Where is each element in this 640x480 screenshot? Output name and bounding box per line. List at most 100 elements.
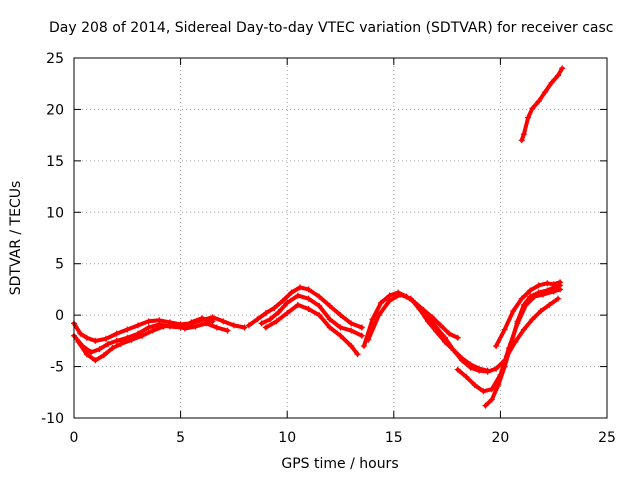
data-point xyxy=(145,324,152,331)
data-point xyxy=(529,316,536,323)
data-point xyxy=(75,338,82,345)
data-point xyxy=(514,318,521,325)
data-point xyxy=(113,337,120,344)
data-point xyxy=(209,318,216,325)
data-point xyxy=(397,291,404,298)
grid-lines xyxy=(74,58,607,418)
data-point xyxy=(493,343,500,349)
data-point xyxy=(254,316,261,323)
data-point xyxy=(503,353,510,360)
data-point xyxy=(488,396,495,403)
data-point xyxy=(128,336,135,343)
axis-ticks: 0 5 10 15 20 25 -10 -5 0 5 10 15 20 25 xyxy=(41,51,616,446)
data-point xyxy=(527,287,534,294)
data-point xyxy=(83,334,90,341)
data-point xyxy=(501,363,508,370)
data-point xyxy=(145,318,152,325)
data-point xyxy=(548,79,555,86)
series-arc-5 xyxy=(258,292,365,339)
data-point xyxy=(316,312,323,319)
data-point xyxy=(348,320,355,327)
data-point xyxy=(262,310,269,317)
data-point xyxy=(326,324,333,331)
data-point xyxy=(459,357,466,364)
y-tick-label: -10 xyxy=(41,411,64,427)
data-point xyxy=(198,315,205,322)
data-point xyxy=(271,304,278,311)
data-point xyxy=(512,338,519,345)
data-point xyxy=(326,302,333,309)
data-point xyxy=(559,65,566,72)
data-point xyxy=(275,309,282,316)
data-point xyxy=(220,318,227,325)
data-point xyxy=(554,72,561,79)
data-point xyxy=(378,299,385,306)
data-point xyxy=(537,308,544,315)
series-line xyxy=(519,66,565,143)
data-point xyxy=(83,351,90,358)
data-point xyxy=(77,330,84,337)
x-axis-label: GPS time / hours xyxy=(281,456,399,472)
data-point xyxy=(369,316,376,323)
data-point xyxy=(535,282,542,289)
y-tick-label: 5 xyxy=(55,257,64,273)
data-point xyxy=(305,295,312,302)
series-line xyxy=(76,321,230,363)
data-point xyxy=(92,337,99,344)
data-point xyxy=(192,323,199,330)
series-arc-11 xyxy=(482,282,564,409)
x-tick-label: 5 xyxy=(176,430,185,446)
data-point xyxy=(316,302,323,309)
data-point xyxy=(450,347,457,354)
data-point xyxy=(557,279,564,286)
data-point xyxy=(510,308,517,315)
data-point xyxy=(520,301,527,308)
data-point xyxy=(279,297,286,304)
data-point xyxy=(441,334,448,341)
data-point xyxy=(358,332,365,339)
data-point xyxy=(213,324,220,331)
data-point xyxy=(241,324,248,331)
data-point xyxy=(305,305,312,312)
series-line xyxy=(259,293,364,338)
data-point xyxy=(554,295,561,302)
data-point xyxy=(480,388,487,395)
data-point xyxy=(546,301,553,308)
data-point xyxy=(544,287,551,294)
data-point xyxy=(527,293,534,300)
data-point xyxy=(354,351,361,358)
data-point xyxy=(113,330,120,337)
data-point xyxy=(471,382,478,389)
data-point xyxy=(454,334,461,341)
data-point xyxy=(518,137,525,144)
data-point xyxy=(467,364,474,371)
data-point xyxy=(273,318,280,325)
x-tick-label: 25 xyxy=(598,430,616,446)
data-point xyxy=(535,98,542,105)
y-tick-label: 10 xyxy=(46,205,64,221)
data-point xyxy=(416,303,423,310)
data-point xyxy=(117,340,124,347)
series-line xyxy=(455,287,563,394)
data-point xyxy=(258,320,265,327)
data-point xyxy=(188,319,195,326)
x-tick-label: 0 xyxy=(70,430,79,446)
y-axis-label: SDTVAR / TECUs xyxy=(8,180,24,296)
x-tick-label: 15 xyxy=(385,430,403,446)
data-point xyxy=(102,335,109,342)
data-point xyxy=(294,292,301,299)
y-tick-label: -5 xyxy=(50,360,64,376)
series-arc-8 xyxy=(365,291,491,374)
data-point xyxy=(284,310,291,317)
y-tick-label: 25 xyxy=(46,51,64,67)
data-point xyxy=(482,402,489,409)
data-point xyxy=(171,322,178,329)
data-point xyxy=(525,114,532,121)
data-point xyxy=(337,324,344,331)
data-point xyxy=(267,316,274,323)
data-point xyxy=(518,295,525,302)
data-point xyxy=(454,366,461,373)
data-point xyxy=(493,365,500,372)
data-point xyxy=(446,330,453,337)
data-point xyxy=(92,357,99,364)
